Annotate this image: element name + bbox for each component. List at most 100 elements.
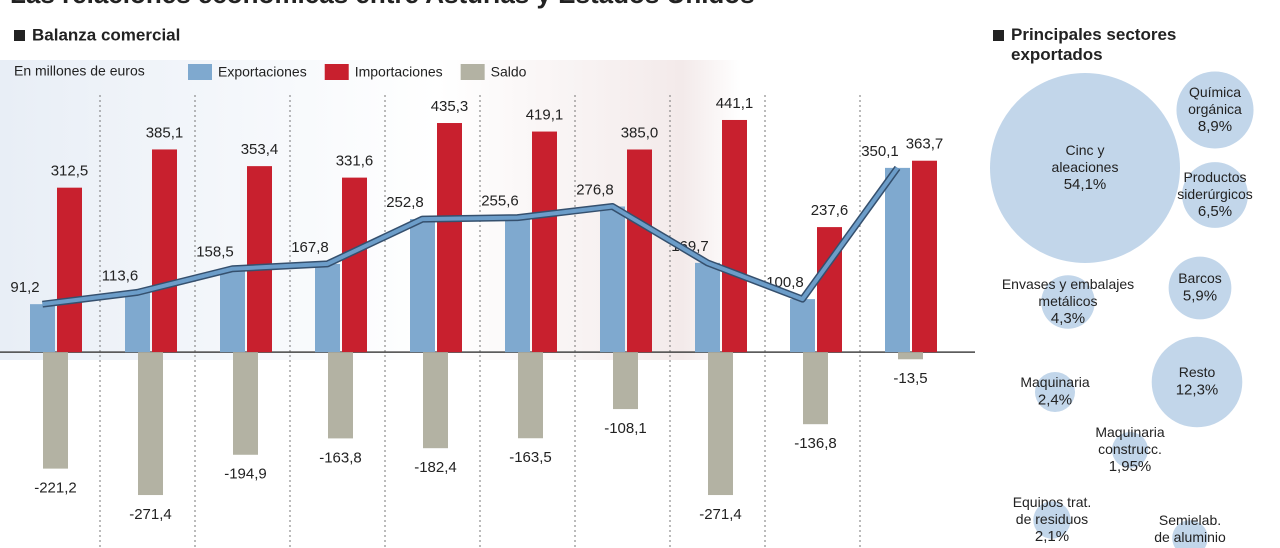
value-label: 419,1 [526,107,564,124]
bubble-label: Resto [1179,364,1216,380]
bar [125,292,150,353]
value-label: 113,6 [102,267,138,284]
value-label: 331,6 [336,153,374,170]
bar [600,206,625,353]
bar [328,352,353,439]
export-line [42,166,900,307]
bubble-value: 54,1% [1064,176,1107,193]
legend-swatch [460,64,485,80]
value-label: 276,8 [576,181,614,198]
bar [803,352,828,425]
value-label: 385,0 [621,124,659,141]
bar [912,160,937,353]
bubble [1034,371,1076,413]
value-label: 255,6 [481,193,519,210]
bullet [993,30,1004,41]
bubble-value: 12,3% [1176,381,1219,398]
value-label: -194,9 [224,466,267,483]
bubble-label: Maquinaria [1020,374,1089,390]
bubble [1151,336,1243,428]
bubble-value: 2,4% [1038,391,1072,408]
bubble [1172,520,1208,548]
value-label: -221,2 [34,480,77,497]
bar [315,263,340,353]
legend-swatch [324,64,349,80]
bubble [1168,256,1232,320]
value-label: -271,4 [129,506,172,523]
bar [898,352,923,360]
bar [790,299,815,353]
bar [247,166,272,353]
value-label: 237,6 [811,202,849,219]
bar [152,149,177,353]
bubble-value: 4,3% [1051,310,1085,327]
bubble-value: 5,9% [1183,287,1217,304]
bubble-value: 1,95% [1109,458,1152,475]
bullet [14,30,25,41]
value-label: 167,8 [291,239,329,256]
value-label: -182,4 [414,459,457,476]
bubble-value: 1,9% [1173,546,1207,548]
bar [885,167,910,353]
bubble-title: Principales sectores exportados [1011,25,1176,64]
bar [220,268,245,353]
bubble [1041,275,1095,329]
bar [43,352,68,469]
bar [613,352,638,410]
legend-label: Saldo [491,64,527,80]
value-label: 385,1 [146,124,184,141]
bar [233,352,258,455]
bar [532,131,557,353]
bubble-label: Productos siderúrgicos [1177,169,1252,202]
bubble-label: Barcos [1178,270,1222,286]
bubble-label: Maquinaria construcc. [1095,424,1164,457]
bar [627,149,652,353]
bubble [1111,431,1149,469]
title: Las relaciones económicas entre Asturias… [10,0,755,9]
bubble-label: Semielab. de aluminio [1154,512,1226,545]
value-label: -271,4 [699,506,742,523]
bar [695,262,720,353]
value-label: -163,8 [319,449,362,466]
value-label: 435,3 [431,98,469,115]
value-label: -163,5 [509,449,552,466]
bubble [1176,71,1254,149]
bar [138,352,163,496]
value-label: 363,7 [906,136,944,153]
legend-swatch [188,64,212,80]
bubble-label: Equipos trat. de residuos [1013,494,1092,527]
value-label: 441,1 [716,95,754,112]
subtitle: Balanza comercial [32,25,180,44]
bubble [990,73,1180,263]
bubble-label: Cinc y aleaciones [1052,142,1119,175]
bubble-value: 2,1% [1035,528,1069,545]
bar [708,352,733,496]
value-label: 353,4 [241,141,279,158]
bar [722,119,747,353]
bubble [1033,501,1071,539]
bar [410,219,435,353]
unit-label: En millones de euros [14,63,145,79]
bubble-value: 6,5% [1198,203,1232,220]
value-label: 312,5 [51,163,89,180]
bar [518,352,543,439]
bubble [1182,162,1248,228]
legend-label: Importaciones [355,64,443,80]
bar [30,304,55,353]
bar [437,123,462,353]
value-label: 91,2 [10,279,39,296]
bar [423,352,448,449]
bubble-label: Química orgánica [1188,84,1242,117]
bubble-value: 8,9% [1198,118,1232,135]
value-label: -13,5 [893,370,927,387]
value-label: -136,8 [794,435,837,452]
bubble-label: Envases y embalajes metálicos [1002,276,1134,309]
value-label: 350,1 [861,143,899,160]
value-label: -108,1 [604,420,647,437]
value-label: 158,5 [196,244,234,261]
legend-label: Exportaciones [218,64,307,80]
bar [342,177,367,353]
bar [505,217,530,353]
bar [57,187,82,353]
